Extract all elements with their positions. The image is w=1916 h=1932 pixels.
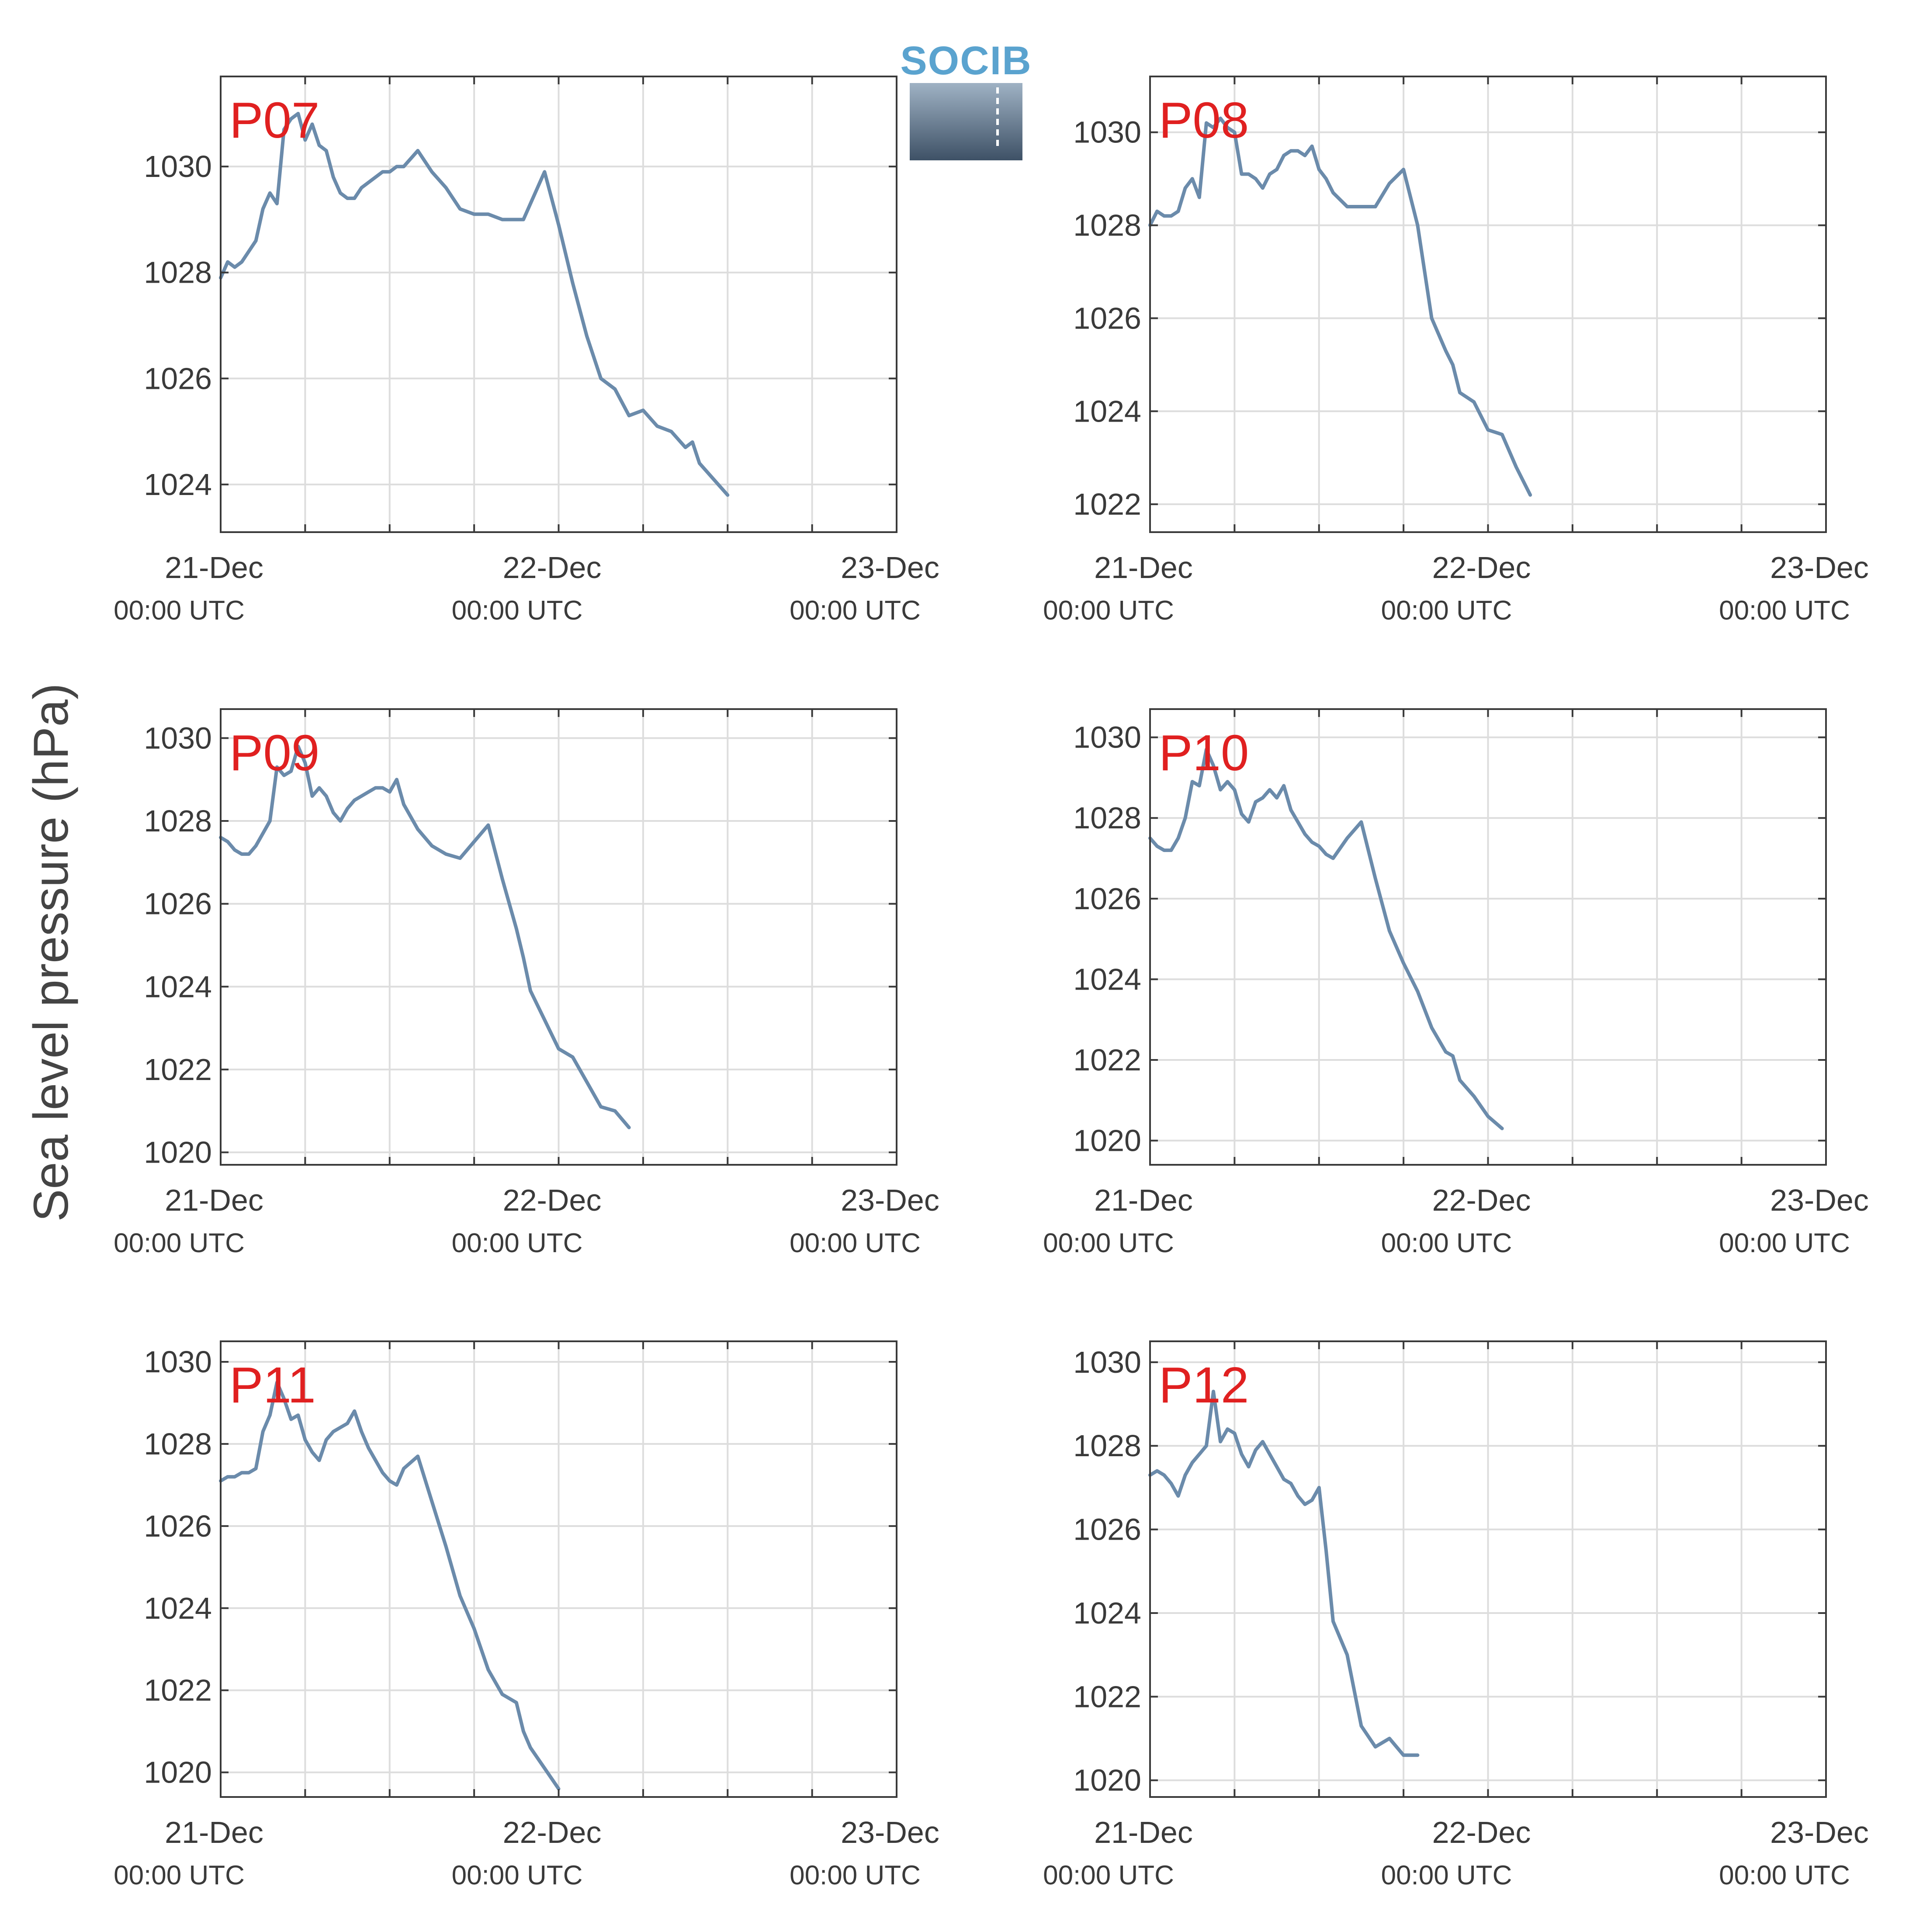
station-label: P07 <box>229 92 319 149</box>
x-tick-label-time: 00:00 UTC <box>1719 1228 1850 1258</box>
x-tick-label-date: 23-Dec <box>841 1815 939 1849</box>
y-tick-label: 1030 <box>144 149 212 184</box>
y-tick-label: 1028 <box>1073 801 1141 835</box>
y-tick-label: 1024 <box>144 969 212 1004</box>
y-axis-label: Sea level pressure (hPa) <box>24 683 78 1222</box>
y-tick-label: 1026 <box>144 361 212 395</box>
station-label: P10 <box>1159 724 1249 781</box>
series-line <box>1148 748 1504 1130</box>
x-tick-label-date: 21-Dec <box>165 551 263 585</box>
y-tick-label: 1024 <box>144 1591 212 1625</box>
y-tick-label: 1030 <box>1073 720 1141 755</box>
y-tick-label: 1026 <box>1073 301 1141 335</box>
x-tick-label-time: 00:00 UTC <box>1381 1860 1512 1890</box>
y-tick-label: 1020 <box>1073 1124 1141 1158</box>
series-line <box>219 1381 561 1791</box>
x-tick-label-date: 21-Dec <box>1094 1815 1193 1849</box>
x-tick-label-date: 21-Dec <box>165 1815 263 1849</box>
logo-text: SOCIB <box>900 38 1032 83</box>
x-tick-label-date: 23-Dec <box>1770 1183 1869 1217</box>
panel-p09: 1020 1022 1024 1026 1028 1030 21-Dec 00:00 UTC 2… <box>114 708 939 1258</box>
x-tick-label-time: 00:00 UTC <box>1719 1860 1850 1890</box>
y-tick-label: 1028 <box>1073 1429 1141 1463</box>
y-tick-label: 1028 <box>1073 208 1141 242</box>
y-tick-label: 1026 <box>1073 1513 1141 1547</box>
y-tick-label: 1020 <box>144 1755 212 1790</box>
x-tick-label-date: 23-Dec <box>841 551 939 585</box>
x-tick-label-time: 00:00 UTC <box>114 1860 245 1890</box>
y-tick-label: 1026 <box>144 887 212 921</box>
y-tick-label: 1030 <box>1073 115 1141 149</box>
station-label: P12 <box>1159 1357 1249 1413</box>
x-tick-label-time: 00:00 UTC <box>1043 1228 1174 1258</box>
y-tick-label: 1022 <box>144 1053 212 1087</box>
series-line <box>1148 116 1532 497</box>
x-tick-label-date: 22-Dec <box>503 551 602 585</box>
x-tick-label-date: 21-Dec <box>165 1183 263 1217</box>
y-tick-label: 1030 <box>1073 1345 1141 1379</box>
y-tick-label: 1024 <box>1073 1596 1141 1630</box>
x-tick-label-date: 22-Dec <box>503 1815 602 1849</box>
panel-p12: 1020 1022 1024 1026 1028 1030 21-Dec 00:00 UTC 2… <box>1043 1340 1869 1890</box>
y-tick-label: 1022 <box>1073 1043 1141 1077</box>
y-tick-label: 1030 <box>144 721 212 755</box>
x-tick-label-time: 00:00 UTC <box>1381 596 1512 626</box>
x-tick-label-time: 00:00 UTC <box>790 1860 921 1890</box>
x-tick-label-time: 00:00 UTC <box>790 1228 921 1258</box>
y-tick-label: 1028 <box>144 804 212 838</box>
x-tick-label-time: 00:00 UTC <box>452 1860 583 1890</box>
y-tick-label: 1022 <box>144 1673 212 1707</box>
x-tick-label-date: 22-Dec <box>1432 1815 1531 1849</box>
x-tick-label-time: 00:00 UTC <box>452 596 583 626</box>
logo-wave-block <box>910 83 1022 160</box>
y-tick-label: 1022 <box>1073 487 1141 521</box>
panel-p10: 1020 1022 1024 1026 1028 1030 21-Dec 00:00 UTC 2… <box>1043 708 1869 1258</box>
station-label: P08 <box>1159 92 1249 149</box>
x-tick-label-time: 00:00 UTC <box>114 596 245 626</box>
y-tick-label: 1020 <box>1073 1763 1141 1797</box>
x-tick-label-time: 00:00 UTC <box>1381 1228 1512 1258</box>
x-tick-label-date: 21-Dec <box>1094 551 1193 585</box>
y-tick-label: 1028 <box>144 1427 212 1461</box>
y-tick-label: 1020 <box>144 1136 212 1170</box>
x-tick-label-time: 00:00 UTC <box>1043 596 1174 626</box>
y-tick-label: 1026 <box>144 1509 212 1543</box>
x-tick-label-date: 23-Dec <box>1770 1815 1869 1849</box>
x-tick-label-time: 00:00 UTC <box>790 596 921 626</box>
x-tick-label-date: 23-Dec <box>1770 551 1869 585</box>
series-line <box>219 111 730 497</box>
y-tick-label: 1024 <box>144 467 212 502</box>
series-line <box>219 744 631 1129</box>
station-label: P09 <box>229 724 319 781</box>
panel-p08: 1022 1024 1026 1028 1030 21-Dec 00:00 UTC 22-De… <box>1043 76 1869 626</box>
x-tick-label-time: 00:00 UTC <box>114 1228 245 1258</box>
x-tick-label-time: 00:00 UTC <box>1719 596 1850 626</box>
panel-p11: 1020 1022 1024 1026 1028 1030 21-Dec 00:00 UTC 2… <box>114 1340 939 1890</box>
series-line <box>1148 1389 1420 1757</box>
y-tick-label: 1024 <box>1073 962 1141 996</box>
y-tick-label: 1026 <box>1073 882 1141 916</box>
x-tick-label-date: 22-Dec <box>503 1183 602 1217</box>
x-tick-label-date: 21-Dec <box>1094 1183 1193 1217</box>
x-tick-label-time: 00:00 UTC <box>1043 1860 1174 1890</box>
y-tick-label: 1024 <box>1073 394 1141 428</box>
socib-logo: SOCIB <box>900 38 1032 160</box>
x-tick-label-date: 23-Dec <box>841 1183 939 1217</box>
y-tick-label: 1030 <box>144 1345 212 1379</box>
station-label: P11 <box>229 1357 316 1413</box>
x-tick-label-date: 22-Dec <box>1432 1183 1531 1217</box>
y-tick-label: 1028 <box>144 256 212 290</box>
panel-p07: 1024 1026 1028 1030 21-Dec 00:00 UTC 22-Dec 00:… <box>114 76 939 626</box>
x-tick-label-date: 22-Dec <box>1432 551 1531 585</box>
y-tick-label: 1022 <box>1073 1679 1141 1714</box>
x-tick-label-time: 00:00 UTC <box>452 1228 583 1258</box>
